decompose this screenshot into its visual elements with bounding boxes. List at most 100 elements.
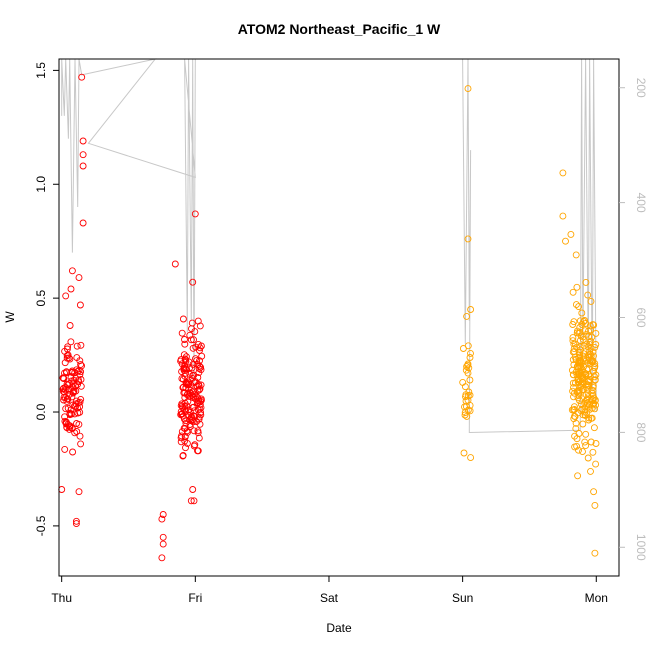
data-point-series-2-cluster-2-210 <box>591 376 599 384</box>
data-point-series-1-cluster-2-160 <box>194 340 202 348</box>
data-point-series-1-cluster-1-93 <box>74 380 82 388</box>
data-point-series-1-cluster-1-outlier-7 <box>67 285 75 293</box>
data-point-series-1-cluster-2-32 <box>195 365 203 373</box>
data-point-series-1-cluster-2-153 <box>178 410 186 418</box>
data-point-series-1-cluster-1-91 <box>67 338 75 346</box>
data-point-series-2-cluster-2-193 <box>575 303 583 311</box>
data-point-series-2-cluster-2-211 <box>585 416 593 424</box>
data-point-series-2-cluster-2-202 <box>569 356 577 364</box>
y-tick-label-0: -0.5 <box>34 515 48 536</box>
data-point-series-1-cluster-2-outlier-0 <box>191 210 199 218</box>
data-point-series-1-cluster-1-48 <box>59 374 67 382</box>
data-point-series-2-cluster-2-157 <box>574 370 582 378</box>
data-point-series-1-cluster-2-outlier-5 <box>159 533 167 541</box>
data-point-series-2-cluster-2-224 <box>569 379 577 387</box>
data-point-series-2-cluster-2-149 <box>586 347 594 355</box>
data-point-series-1-cluster-2-93 <box>178 329 186 337</box>
data-point-series-2-cluster-2-outlier-1 <box>559 212 567 220</box>
data-point-series-2-cluster-2-141 <box>587 326 595 334</box>
data-point-series-1-cluster-2-156 <box>178 402 186 410</box>
data-point-series-2-cluster-1-11 <box>465 388 473 396</box>
data-point-series-2-cluster-2-201 <box>569 334 577 342</box>
data-point-series-2-cluster-2-225 <box>587 396 595 404</box>
data-point-series-1-cluster-2-outlier-4 <box>159 540 167 548</box>
data-point-series-2-cluster-2-outlier-5 <box>591 549 599 557</box>
data-point-series-1-cluster-2-75 <box>197 363 205 371</box>
data-point-series-1-cluster-1-outlier-6 <box>62 292 70 300</box>
data-point-series-1-cluster-2-108 <box>181 394 189 402</box>
data-point-series-1-cluster-2-3 <box>192 355 199 363</box>
data-point-series-2-cluster-2-109 <box>581 438 589 446</box>
data-point-series-2-cluster-2-185 <box>586 373 594 381</box>
data-point-series-1-cluster-2-79 <box>179 451 187 459</box>
data-point-series-2-cluster-2-44 <box>571 432 579 440</box>
data-point-series-1-cluster-2-114 <box>191 328 199 336</box>
data-point-series-1-cluster-1-78 <box>77 395 85 403</box>
data-point-series-1-cluster-1-51 <box>77 382 85 390</box>
data-point-series-1-cluster-1-98 <box>72 403 80 410</box>
data-point-series-2-cluster-2-126 <box>579 420 587 428</box>
data-point-series-2-cluster-2-169 <box>570 348 578 355</box>
data-point-series-1-cluster-2-136 <box>181 433 189 440</box>
data-point-series-2-cluster-2-209 <box>584 403 592 411</box>
y-tick-label-2: 0.5 <box>34 289 48 306</box>
data-point-series-2-cluster-2-78 <box>585 371 592 379</box>
data-point-series-1-cluster-2-140 <box>177 434 185 442</box>
depth-tick-label-1: 400 <box>634 193 648 213</box>
data-point-series-1-cluster-1-60 <box>77 440 85 448</box>
data-point-series-2-cluster-2-4 <box>582 442 590 450</box>
x-axis: Thu Fri Sat Sun Mon <box>51 575 608 605</box>
data-point-series-2-cluster-2-38 <box>592 329 600 337</box>
data-point-series-2-cluster-2-228 <box>588 414 596 422</box>
data-point-series-1-cluster-2-126 <box>190 427 198 435</box>
depth-tick-label-3: 800 <box>634 422 648 442</box>
data-point-series-2-cluster-1-26 <box>459 345 467 352</box>
data-point-series-1-cluster-1-outlier-0 <box>78 73 86 81</box>
data-point-series-1-cluster-2-87 <box>190 336 197 344</box>
data-point-series-1-cluster-2-166 <box>190 387 197 395</box>
data-point-series-2-cluster-2-145 <box>573 327 581 335</box>
data-point-series-1-cluster-2-159 <box>178 375 186 383</box>
depth-axis: 200 400 600 800 1000 <box>619 78 648 561</box>
depth-line-layer <box>61 58 597 434</box>
data-point-series-2-cluster-1-13 <box>464 406 472 414</box>
data-point-series-1-cluster-1-outlier-13 <box>58 486 66 493</box>
data-point-series-1-cluster-2-17 <box>196 322 204 330</box>
data-point-series-2-cluster-2-179 <box>591 397 599 405</box>
depth-trace-line <box>61 58 597 434</box>
data-point-series-1-cluster-2-152 <box>181 336 188 343</box>
data-point-series-2-cluster-2-132 <box>579 335 587 343</box>
data-point-series-1-cluster-1-53 <box>69 448 77 456</box>
data-point-series-1-cluster-1-26 <box>61 359 69 367</box>
data-point-series-1-cluster-1-95 <box>67 373 75 381</box>
x-tick-label-mon: Mon <box>585 591 608 605</box>
data-point-series-2-cluster-1-outlier-5 <box>467 454 475 462</box>
y-axis-title: W <box>3 311 17 323</box>
data-point-series-1-cluster-1-outlier-12 <box>75 488 83 496</box>
data-point-series-1-cluster-1-outlier-10 <box>72 520 80 528</box>
data-point-series-2-cluster-1-24 <box>462 393 469 401</box>
data-point-series-1-cluster-2-169 <box>195 382 203 390</box>
data-point-series-2-cluster-2-140 <box>571 389 578 397</box>
data-point-series-1-cluster-2-150 <box>179 384 187 392</box>
data-point-series-2-cluster-2-82 <box>589 383 597 391</box>
data-point-series-1-cluster-1-71 <box>76 371 84 378</box>
data-point-series-2-cluster-2-197 <box>578 309 586 317</box>
data-point-series-1-cluster-1-83 <box>72 400 80 408</box>
data-point-series-2-cluster-2-223 <box>575 329 583 337</box>
data-point-series-2-cluster-2-194 <box>570 361 578 369</box>
data-point-series-2-cluster-2-151 <box>582 278 590 286</box>
data-point-series-1-cluster-1-102 <box>62 405 70 413</box>
data-point-series-2-cluster-2-outlier-0 <box>559 169 567 177</box>
data-point-series-2-cluster-2-outlier-7 <box>590 488 598 496</box>
data-point-series-2-cluster-2-128 <box>579 448 586 456</box>
data-point-series-1-cluster-1-100 <box>61 369 68 377</box>
data-point-series-2-cluster-2-229 <box>584 291 592 299</box>
data-point-series-1-cluster-1-81 <box>63 397 71 405</box>
data-point-series-1-cluster-2-147 <box>193 418 200 425</box>
data-point-series-1-cluster-2-96 <box>196 357 203 365</box>
data-point-series-1-cluster-1-85 <box>66 322 74 329</box>
data-point-series-1-cluster-2-8 <box>186 331 194 339</box>
data-point-series-2-cluster-2-198 <box>584 359 592 367</box>
